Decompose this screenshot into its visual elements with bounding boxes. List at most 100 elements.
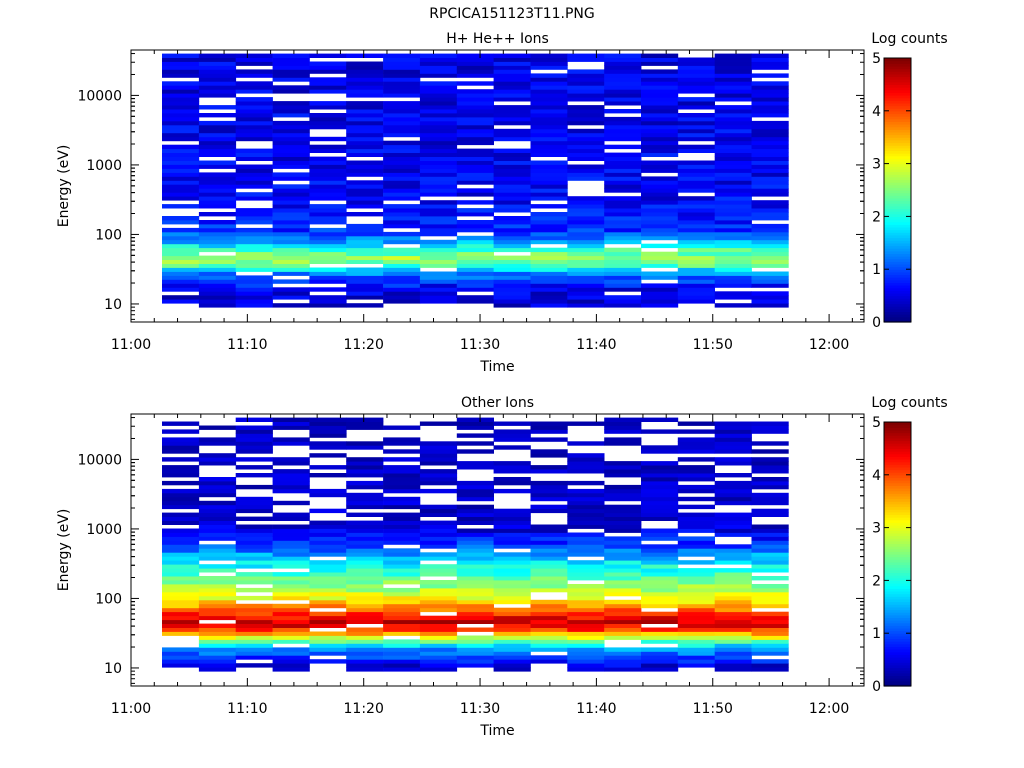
heatmap-cell	[604, 77, 642, 82]
heatmap-cell	[456, 247, 494, 253]
heatmap-cell	[456, 220, 494, 225]
heatmap-cell	[272, 136, 310, 142]
heatmap-cell	[162, 532, 200, 537]
heatmap-cell	[641, 516, 679, 521]
heatmap-cell	[162, 251, 200, 257]
heatmap-cell	[419, 635, 458, 640]
heatmap-cell	[419, 457, 458, 462]
heatmap-cell	[641, 469, 679, 474]
heatmap-cell	[235, 105, 273, 110]
heatmap-cell	[198, 295, 237, 300]
heatmap-cell	[162, 275, 200, 280]
heatmap-cell	[604, 251, 642, 257]
heatmap-cell	[456, 120, 494, 126]
heatmap-cell	[198, 659, 237, 664]
heatmap-cell	[346, 69, 384, 74]
heatmap-cell	[456, 136, 494, 142]
heatmap-cell	[751, 168, 789, 173]
heatmap-cell	[493, 227, 531, 233]
heatmap-cell	[162, 231, 200, 237]
heatmap-cell	[198, 544, 237, 549]
heatmap-cell	[714, 77, 752, 82]
heatmap-cell	[309, 227, 347, 233]
heatmap-cell	[346, 560, 384, 565]
heatmap-cell	[198, 120, 237, 126]
heatmap-cell	[567, 168, 605, 173]
heatmap-cell	[235, 580, 273, 585]
heatmap-cell	[162, 188, 200, 193]
heatmap-cell	[235, 247, 273, 253]
heatmap-cell	[641, 477, 679, 482]
heatmap-cell	[493, 295, 531, 300]
heatmap-cell	[456, 433, 494, 438]
heatmap-cell	[493, 275, 531, 280]
colorbar-step	[884, 195, 911, 199]
colorbar-step	[884, 546, 911, 550]
heatmap-cell	[456, 548, 494, 553]
heatmap-cell	[346, 469, 384, 474]
heatmap-cell	[567, 576, 605, 581]
heatmap-cell	[346, 271, 384, 276]
heatmap-cell	[751, 89, 789, 94]
heatmap-cell	[346, 421, 384, 426]
heatmap-cell	[641, 109, 679, 114]
heatmap-cell	[235, 53, 273, 58]
heatmap-cell	[419, 259, 458, 264]
heatmap-cell	[714, 532, 752, 537]
heatmap-cell	[641, 576, 679, 581]
heatmap-cell	[346, 180, 384, 185]
heatmap-cell	[604, 651, 642, 656]
heatmap-cell	[198, 453, 237, 458]
heatmap-cell	[641, 263, 679, 268]
heatmap-cell	[419, 255, 458, 260]
heatmap-cell	[530, 180, 568, 185]
heatmap-cell	[567, 271, 605, 276]
heatmap-cell	[272, 524, 310, 529]
heatmap-cell	[419, 180, 458, 185]
heatmap-cell	[162, 568, 200, 573]
heatmap-cell	[235, 623, 273, 628]
heatmap-cell	[162, 243, 200, 249]
heatmap-cell	[493, 663, 531, 668]
heatmap-cell	[677, 663, 715, 668]
heatmap-cell	[198, 536, 237, 541]
heatmap-cell	[567, 643, 605, 648]
heatmap-cell	[641, 73, 679, 78]
heatmap-cell	[272, 152, 310, 157]
heatmap-cell	[346, 287, 384, 292]
heatmap-cell	[235, 231, 273, 237]
heatmap-cell	[493, 156, 531, 161]
heatmap-cell	[714, 473, 752, 478]
heatmap-cell	[456, 572, 494, 577]
heatmap-cell	[162, 631, 200, 636]
heatmap-cell	[714, 591, 752, 597]
heatmap-cell	[419, 239, 458, 245]
colorbar-step	[884, 641, 911, 645]
heatmap-cell	[456, 461, 494, 466]
heatmap-cell	[272, 469, 310, 474]
heatmap-cell	[272, 480, 310, 486]
heatmap-cell	[751, 283, 789, 288]
heatmap-cell	[677, 580, 715, 585]
heatmap-cell	[567, 572, 605, 577]
heatmap-cell	[530, 124, 568, 130]
heatmap-cell	[751, 532, 789, 537]
heatmap-cell	[383, 160, 421, 165]
heatmap-cell	[456, 109, 494, 114]
heatmap-cell	[493, 572, 531, 577]
heatmap-cell	[530, 504, 568, 510]
heatmap-cell	[383, 639, 421, 644]
heatmap-cell	[346, 212, 384, 217]
colorbar-step	[884, 538, 911, 542]
heatmap-cell	[604, 299, 642, 304]
heatmap-cell	[456, 275, 494, 280]
heatmap-cell	[235, 196, 273, 201]
heatmap-cell	[235, 631, 273, 636]
heatmap-cell	[383, 615, 421, 621]
heatmap-cell	[530, 544, 568, 549]
heatmap-cell	[162, 156, 200, 161]
colorbar-step	[884, 211, 911, 215]
heatmap-cell	[346, 243, 384, 249]
heatmap-cell	[604, 568, 642, 573]
heatmap-cell	[677, 619, 715, 624]
